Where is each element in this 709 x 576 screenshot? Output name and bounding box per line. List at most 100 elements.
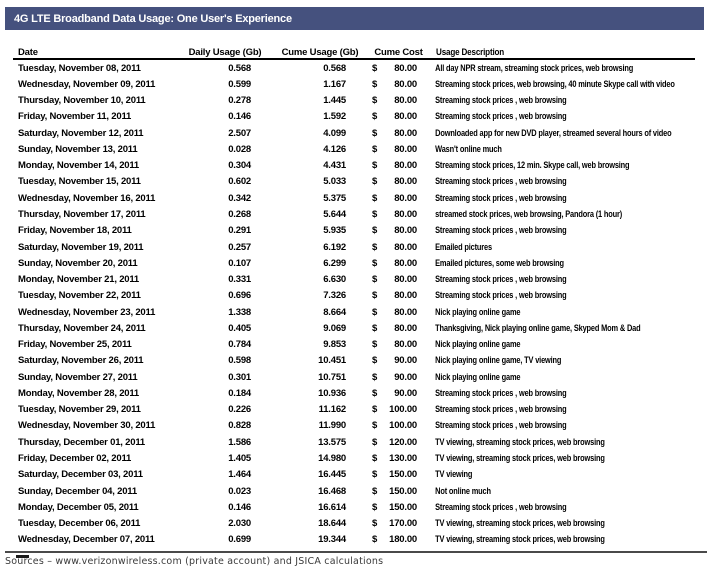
cell-usage-description: streamed stock prices, web browsing, Pan… — [435, 209, 623, 221]
currency-symbol-icon: $ — [372, 518, 378, 530]
currency-symbol-icon: $ — [372, 322, 378, 334]
cost-amount: 80.00 — [394, 192, 417, 204]
cell-usage-description: All day NPR stream, streaming stock pric… — [435, 62, 634, 74]
cell-cume-cost: $ 80.00 — [360, 242, 425, 253]
cell-daily-usage: 0.278 — [228, 95, 251, 107]
table-row: Tuesday, November 15, 2011 0.602 5.033 $… — [13, 174, 695, 190]
cell-cume-usage: 6.192 — [323, 241, 346, 253]
currency-symbol-icon: $ — [372, 485, 378, 497]
cell-daily-usage: 0.268 — [228, 209, 251, 221]
cost-amount: 100.00 — [389, 420, 417, 432]
cell-date: Friday, November 11, 2011 — [18, 111, 132, 123]
cell-date: Monday, November 28, 2011 — [18, 387, 140, 399]
currency-symbol-icon: $ — [372, 176, 378, 188]
cell-daily-usage: 0.301 — [228, 371, 251, 383]
cell-cume-cost: $ 90.00 — [360, 388, 425, 399]
currency-symbol-icon: $ — [372, 95, 378, 107]
cell-usage-description: Streaming stock prices , web browsing — [435, 192, 567, 204]
currency-symbol-icon: $ — [372, 209, 378, 221]
cost-amount: 150.00 — [389, 485, 417, 497]
cell-daily-usage: 0.599 — [228, 78, 251, 90]
cell-daily-usage: 0.257 — [228, 241, 251, 253]
currency-symbol-icon: $ — [372, 420, 378, 432]
cell-cume-usage: 19.344 — [318, 534, 346, 546]
cell-usage-description: Streaming stock prices , web browsing — [435, 176, 567, 188]
cost-amount: 80.00 — [394, 257, 417, 269]
table-row: Monday, November 21, 2011 0.331 6.630 $ … — [13, 271, 695, 287]
cell-cume-usage: 13.575 — [318, 436, 346, 448]
table-row: Friday, November 11, 2011 0.146 1.592 $ … — [13, 109, 695, 125]
currency-symbol-icon: $ — [372, 225, 378, 237]
cell-daily-usage: 0.146 — [228, 111, 251, 123]
cell-date: Friday, November 25, 2011 — [18, 339, 132, 351]
cell-date: Tuesday, November 08, 2011 — [18, 62, 141, 74]
cell-daily-usage: 0.304 — [228, 160, 251, 172]
cell-cume-usage: 10.936 — [318, 387, 346, 399]
currency-symbol-icon: $ — [372, 534, 378, 546]
cell-usage-description: Nick playing online game — [435, 306, 521, 318]
currency-symbol-icon: $ — [372, 274, 378, 286]
cell-cume-cost: $ 80.00 — [360, 111, 425, 122]
cell-usage-description: TV viewing — [435, 469, 473, 481]
cell-usage-description: Thanksgiving, Nick playing online game, … — [435, 322, 641, 334]
cell-usage-description: TV viewing, streaming stock prices, web … — [435, 518, 605, 530]
cell-daily-usage: 1.405 — [228, 453, 251, 464]
currency-symbol-icon: $ — [372, 143, 378, 155]
cell-cume-usage: 1.592 — [323, 111, 346, 123]
cell-daily-usage: 0.331 — [228, 274, 251, 286]
cell-date: Wednesday, November 23, 2011 — [18, 306, 156, 318]
cell-date: Wednesday, December 07, 2011 — [18, 534, 155, 546]
table-row: Friday, November 18, 2011 0.291 5.935 $ … — [13, 223, 695, 239]
cell-cume-usage: 4.126 — [323, 143, 346, 155]
currency-symbol-icon: $ — [372, 453, 378, 464]
table-row: Tuesday, November 29, 2011 0.226 11.162 … — [13, 402, 695, 418]
cell-date: Thursday, November 17, 2011 — [18, 209, 146, 221]
cell-cume-usage: 10.451 — [318, 355, 346, 367]
cell-date: Wednesday, November 09, 2011 — [18, 78, 156, 90]
cost-amount: 80.00 — [394, 95, 417, 107]
cost-amount: 150.00 — [389, 469, 417, 481]
cell-usage-description: Streaming stock prices , web browsing — [435, 111, 567, 123]
cell-daily-usage: 0.598 — [228, 355, 251, 367]
cell-cume-cost: $ 120.00 — [360, 437, 425, 448]
source-note: Sources – www.verizonwireless.com (priva… — [5, 556, 384, 567]
column-header-cume-usage: Cume Usage (Gb) — [281, 46, 359, 58]
cell-cume-usage: 16.445 — [318, 469, 346, 481]
cost-amount: 80.00 — [394, 62, 417, 74]
cell-cume-cost: $ 80.00 — [360, 79, 425, 90]
cell-daily-usage: 0.291 — [228, 225, 251, 237]
cost-amount: 100.00 — [389, 404, 417, 416]
cell-cume-usage: 4.431 — [323, 160, 346, 172]
currency-symbol-icon: $ — [372, 339, 378, 351]
cell-date: Saturday, November 12, 2011 — [18, 127, 144, 139]
table-row: Saturday, November 19, 2011 0.257 6.192 … — [13, 239, 695, 255]
cell-usage-description: Streaming stock prices , web browsing — [435, 274, 567, 286]
cell-cume-usage: 16.468 — [318, 485, 346, 497]
currency-symbol-icon: $ — [372, 371, 378, 383]
cell-cume-usage: 11.990 — [318, 420, 347, 432]
cell-date: Saturday, November 26, 2011 — [18, 355, 144, 367]
cell-daily-usage: 0.568 — [228, 62, 251, 74]
cell-daily-usage: 0.184 — [228, 387, 251, 399]
table-row: Tuesday, November 22, 2011 0.696 7.326 $… — [13, 288, 695, 304]
cost-amount: 80.00 — [394, 322, 417, 334]
column-header-daily-usage: Daily Usage (Gb) — [188, 46, 262, 58]
cell-cume-cost: $ 180.00 — [360, 534, 425, 545]
currency-symbol-icon: $ — [372, 192, 378, 204]
cell-date: Wednesday, November 16, 2011 — [18, 192, 156, 204]
table-row: Sunday, November 27, 2011 0.301 10.751 $… — [13, 369, 695, 385]
cell-usage-description: Streaming stock prices , web browsing — [435, 290, 567, 302]
cell-daily-usage: 0.696 — [228, 290, 251, 302]
currency-symbol-icon: $ — [372, 62, 378, 74]
cell-daily-usage: 2.030 — [228, 518, 251, 530]
cell-cume-usage: 5.033 — [323, 176, 346, 188]
cell-date: Thursday, December 01, 2011 — [18, 436, 145, 448]
table-body: Tuesday, November 08, 2011 0.568 0.568 $… — [13, 60, 695, 548]
cost-amount: 80.00 — [394, 225, 417, 237]
cell-cume-usage: 9.069 — [323, 322, 346, 334]
cost-amount: 90.00 — [394, 355, 417, 367]
table-row: Thursday, November 24, 2011 0.405 9.069 … — [13, 320, 695, 336]
cell-date: Tuesday, November 22, 2011 — [18, 290, 141, 302]
cell-cume-usage: 10.751 — [318, 371, 346, 383]
cell-cume-usage: 1.445 — [323, 95, 346, 107]
